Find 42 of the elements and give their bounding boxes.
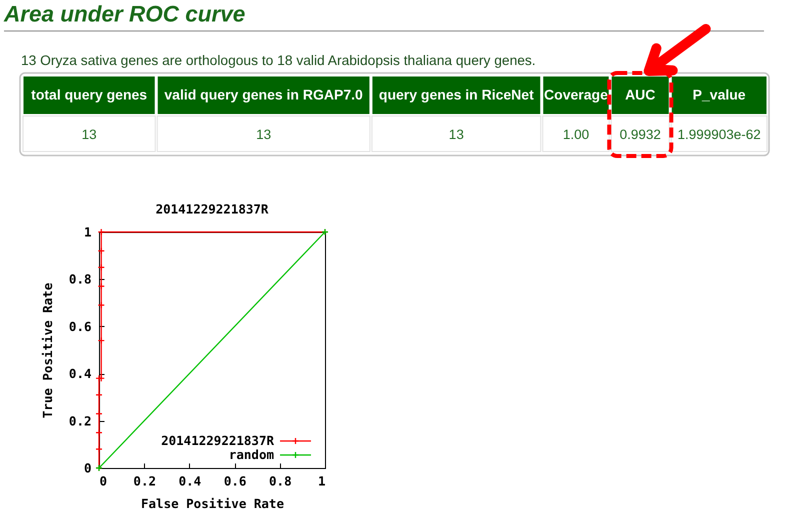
text: total query genes xyxy=(31,86,148,102)
point xyxy=(98,336,105,344)
text: P_value xyxy=(692,86,746,102)
point xyxy=(98,228,105,236)
point xyxy=(95,391,103,398)
point xyxy=(98,247,105,254)
point xyxy=(98,302,105,309)
point xyxy=(95,429,103,436)
text: 1.999903e-62 xyxy=(677,126,761,142)
text: Coverage xyxy=(544,86,608,102)
x-tick-label: 0.8 xyxy=(269,474,292,488)
text: 13 xyxy=(256,126,272,142)
text: AUC xyxy=(625,86,656,102)
text: valid query genes in RGAP7.0 xyxy=(164,86,363,102)
point xyxy=(98,264,105,271)
y-tick-label: 0.6 xyxy=(68,318,92,334)
y-axis-title: True Positive Rate xyxy=(40,282,55,418)
y-tick-label: 1 xyxy=(84,224,92,240)
y-tick-label: 0.8 xyxy=(68,272,92,287)
point xyxy=(98,282,105,290)
x-tick-label: 0.4 xyxy=(178,474,202,488)
text: 13 xyxy=(448,126,464,142)
point xyxy=(98,374,105,382)
point xyxy=(95,446,103,453)
y-tick-label: 0.4 xyxy=(68,366,92,382)
text: Area under ROC curve xyxy=(3,2,246,26)
x-tick-label: 0 xyxy=(100,474,108,488)
x-tick-label: 0.2 xyxy=(133,474,156,488)
legend-label: random xyxy=(228,447,274,462)
text: 13 xyxy=(82,126,97,142)
x-tick-label: 0.6 xyxy=(224,474,246,488)
point xyxy=(95,410,103,418)
text: query genes in RiceNet xyxy=(378,86,534,102)
text: 13 Oryza sativa genes are orthologous to 18 valid Arabidopsis thaliana query genes. xyxy=(21,53,536,68)
chart-title: 20141229221837R xyxy=(156,202,269,216)
legend-label: 20141229221837R xyxy=(161,433,274,448)
text: 1.00 xyxy=(562,126,590,142)
y-tick-label: 0.2 xyxy=(68,413,92,428)
x-axis-title: False Positive Rate xyxy=(141,496,284,511)
text: 0.9932 xyxy=(620,126,661,142)
y-tick-label: 0 xyxy=(84,460,92,476)
x-tick-label: 1 xyxy=(318,474,326,488)
